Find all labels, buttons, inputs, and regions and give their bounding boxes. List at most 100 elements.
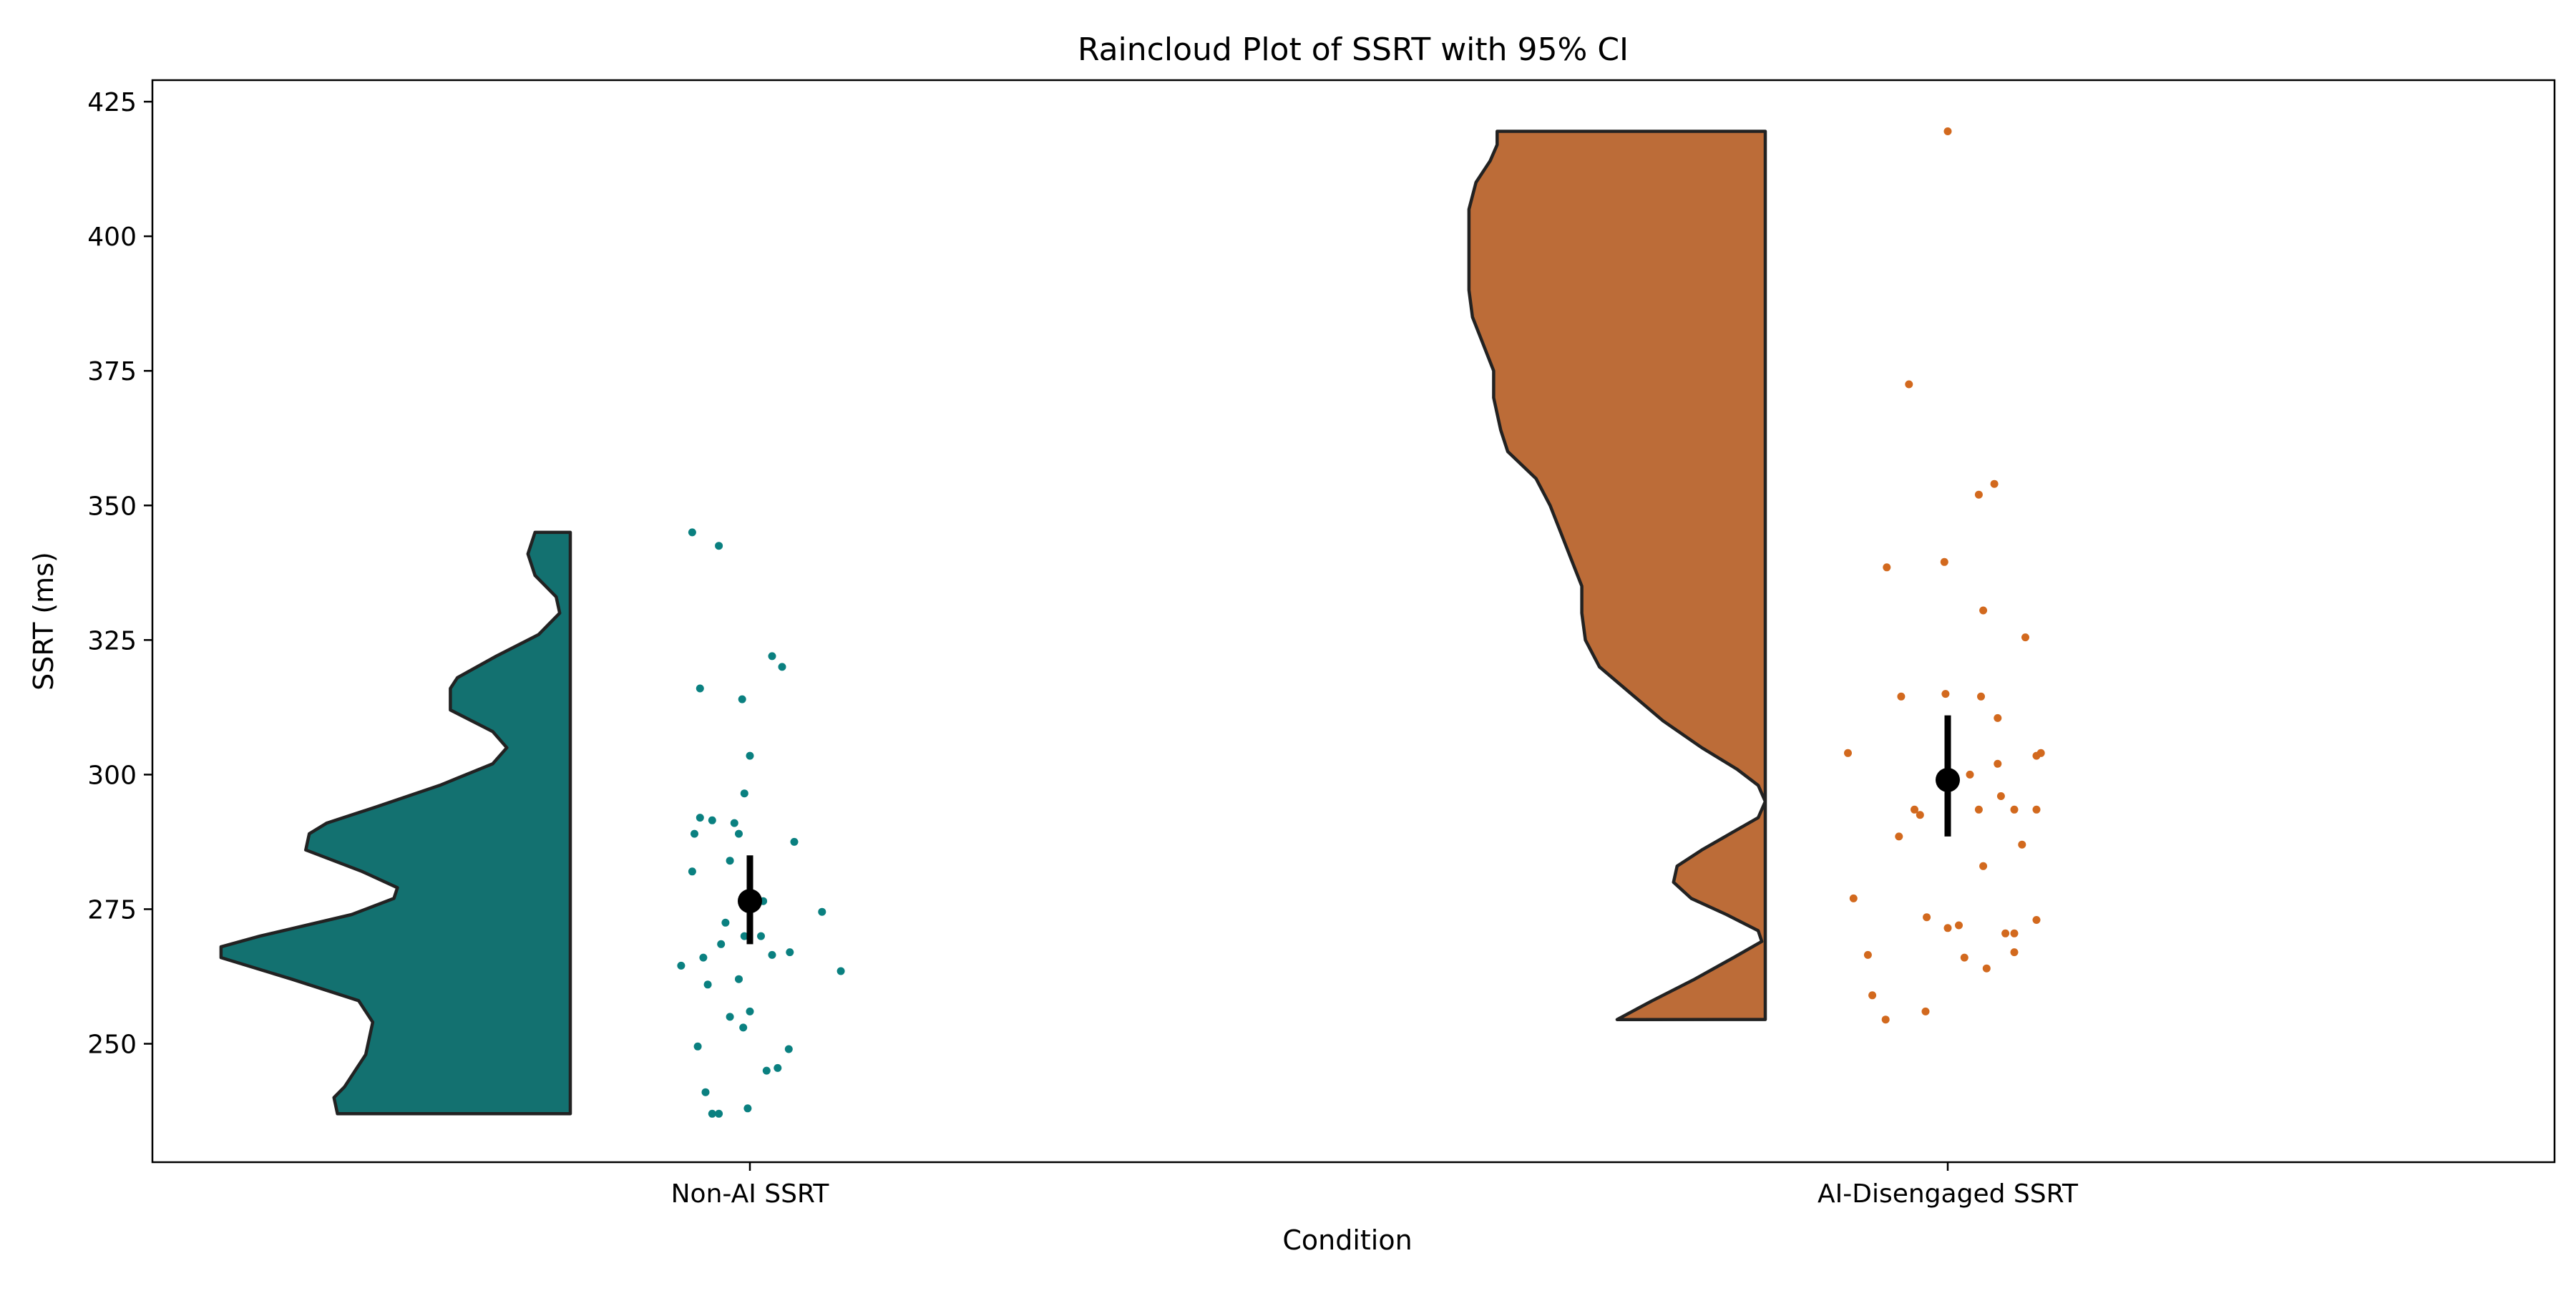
data-point — [836, 967, 845, 975]
data-point — [691, 829, 698, 838]
mean-marker — [1936, 767, 1960, 792]
data-point — [740, 932, 748, 940]
y-tick-label: 250 — [87, 1031, 137, 1060]
data-point — [688, 528, 696, 537]
data-point — [778, 663, 786, 671]
data-point — [1996, 792, 2005, 800]
y-axis-label: SSRT (ms) — [28, 552, 59, 691]
data-point — [696, 814, 704, 822]
plot-frame — [151, 79, 2556, 1164]
data-point — [818, 907, 826, 916]
data-point — [1923, 913, 1931, 922]
cloud-layer — [219, 130, 1767, 1116]
y-tick-label: 400 — [87, 223, 137, 252]
y-tick-label: 300 — [87, 761, 137, 790]
data-point — [708, 816, 716, 824]
data-point — [2010, 948, 2019, 957]
data-point — [739, 1023, 748, 1032]
data-point — [715, 1109, 723, 1118]
data-point — [1994, 713, 2002, 722]
data-point — [1955, 921, 1963, 930]
y-tick-label: 325 — [87, 626, 137, 656]
y-tick-label: 375 — [87, 357, 137, 386]
x-tick-label: Non-AI SSRT — [671, 1179, 830, 1209]
data-point — [726, 857, 734, 865]
mean-ci-layer — [738, 715, 1960, 945]
data-point — [693, 1042, 702, 1051]
data-point — [717, 940, 726, 948]
data-point — [1943, 924, 1952, 932]
data-point — [1849, 894, 1858, 902]
data-point — [2001, 929, 2010, 937]
data-point — [1960, 953, 1968, 962]
data-point — [757, 932, 765, 940]
chart-title: Raincloud Plot of SSRT with 95% CI — [1078, 31, 1629, 68]
data-point — [1897, 692, 1906, 701]
y-tick-label: 275 — [87, 895, 137, 925]
data-point — [1979, 862, 1988, 870]
data-point — [762, 1066, 771, 1075]
data-point — [2010, 805, 2019, 814]
data-point — [746, 1007, 754, 1015]
data-point — [2010, 929, 2019, 937]
x-axis-label: Condition — [1282, 1224, 1412, 1256]
data-point — [740, 789, 748, 798]
x-axis-ticks: Non-AI SSRT AI-Disengaged SSRT — [671, 1162, 2079, 1209]
data-point — [699, 953, 708, 962]
data-point — [746, 751, 754, 760]
data-point — [1863, 950, 1872, 959]
data-point — [708, 1109, 716, 1118]
data-point — [1990, 479, 1999, 488]
data-point — [1941, 690, 1950, 698]
data-point — [2032, 751, 2041, 760]
data-point — [730, 819, 738, 827]
data-point — [1943, 127, 1952, 135]
rain-points-layer — [677, 127, 2045, 1118]
y-axis-ticks: 250 275 300 325 350 375 400 425 — [87, 88, 152, 1060]
data-point — [2032, 805, 2041, 814]
data-point — [715, 542, 723, 550]
data-point — [2021, 633, 2029, 642]
data-point — [768, 950, 776, 959]
data-point — [696, 684, 704, 693]
data-point — [677, 961, 686, 970]
data-point — [1905, 380, 1913, 389]
data-point — [703, 980, 712, 989]
data-point — [1994, 759, 2002, 768]
data-point — [784, 1045, 793, 1053]
data-point — [1844, 749, 1852, 757]
data-point — [701, 1088, 710, 1096]
data-point — [1911, 805, 1918, 814]
data-point — [1883, 563, 1891, 572]
data-point — [735, 975, 743, 983]
density-cloud — [219, 530, 572, 1116]
data-point — [786, 948, 794, 957]
data-point — [1895, 832, 1903, 841]
density-cloud — [1467, 130, 1767, 1021]
data-point — [721, 918, 730, 927]
data-point — [2032, 916, 2041, 924]
data-point — [1974, 490, 1983, 499]
data-point — [743, 1104, 752, 1113]
data-point — [774, 1063, 782, 1072]
data-point — [738, 695, 746, 703]
data-point — [726, 1013, 734, 1021]
data-point — [2018, 840, 2026, 849]
x-tick-label: AI-Disengaged SSRT — [1818, 1179, 2079, 1209]
data-point — [735, 829, 743, 838]
data-point — [1982, 964, 1991, 973]
data-point — [1881, 1015, 1890, 1024]
data-point — [1868, 991, 1877, 1000]
data-point — [688, 867, 696, 876]
data-point — [1974, 805, 1983, 814]
data-point — [790, 837, 799, 846]
mean-marker — [738, 889, 762, 914]
data-point — [1966, 770, 1974, 779]
data-point — [1977, 692, 1985, 701]
y-tick-label: 350 — [87, 492, 137, 521]
data-point — [1940, 557, 1948, 566]
data-point — [768, 652, 776, 661]
y-tick-label: 425 — [87, 88, 137, 117]
